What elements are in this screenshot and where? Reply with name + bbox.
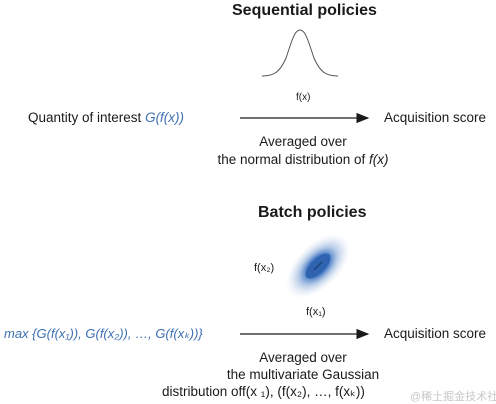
- normal-distribution-curve: [261, 29, 339, 77]
- quantity-of-interest: Quantity of interest G(f(x)): [28, 110, 184, 125]
- batch-caption-line3: distribution off(x ₁), (f(x₂), …, f(xₖ)): [162, 384, 365, 399]
- batch-title: Batch policies: [258, 204, 367, 221]
- x-axis-label: f(x₁): [306, 306, 326, 318]
- sequential-title: Sequential policies: [232, 2, 377, 19]
- sequential-acquisition-score: Acquisition score: [384, 110, 487, 125]
- batch-caption-line1: Averaged over: [259, 350, 347, 365]
- watermark: @稀土掘金技术社区: [410, 391, 496, 403]
- y-axis-label: f(x₂): [254, 262, 275, 274]
- bivariate-gaussian-blob: [285, 233, 351, 299]
- quantity-expression: G(f(x)): [145, 110, 185, 125]
- batch-acquisition-score: Acquisition score: [384, 326, 487, 341]
- batch-max-expression: max {G(f(x₁)), G(f(x₂)), …, G(f(xₖ))}: [4, 326, 203, 341]
- quantity-label: Quantity of interest: [28, 110, 146, 125]
- sequential-caption-line2: the normal distribution of f(x): [217, 152, 389, 167]
- curve-label: f(x): [296, 92, 311, 103]
- batch-caption-line2: the multivariate Gaussian: [226, 367, 380, 382]
- sequential-caption-line1: Averaged over: [259, 134, 347, 149]
